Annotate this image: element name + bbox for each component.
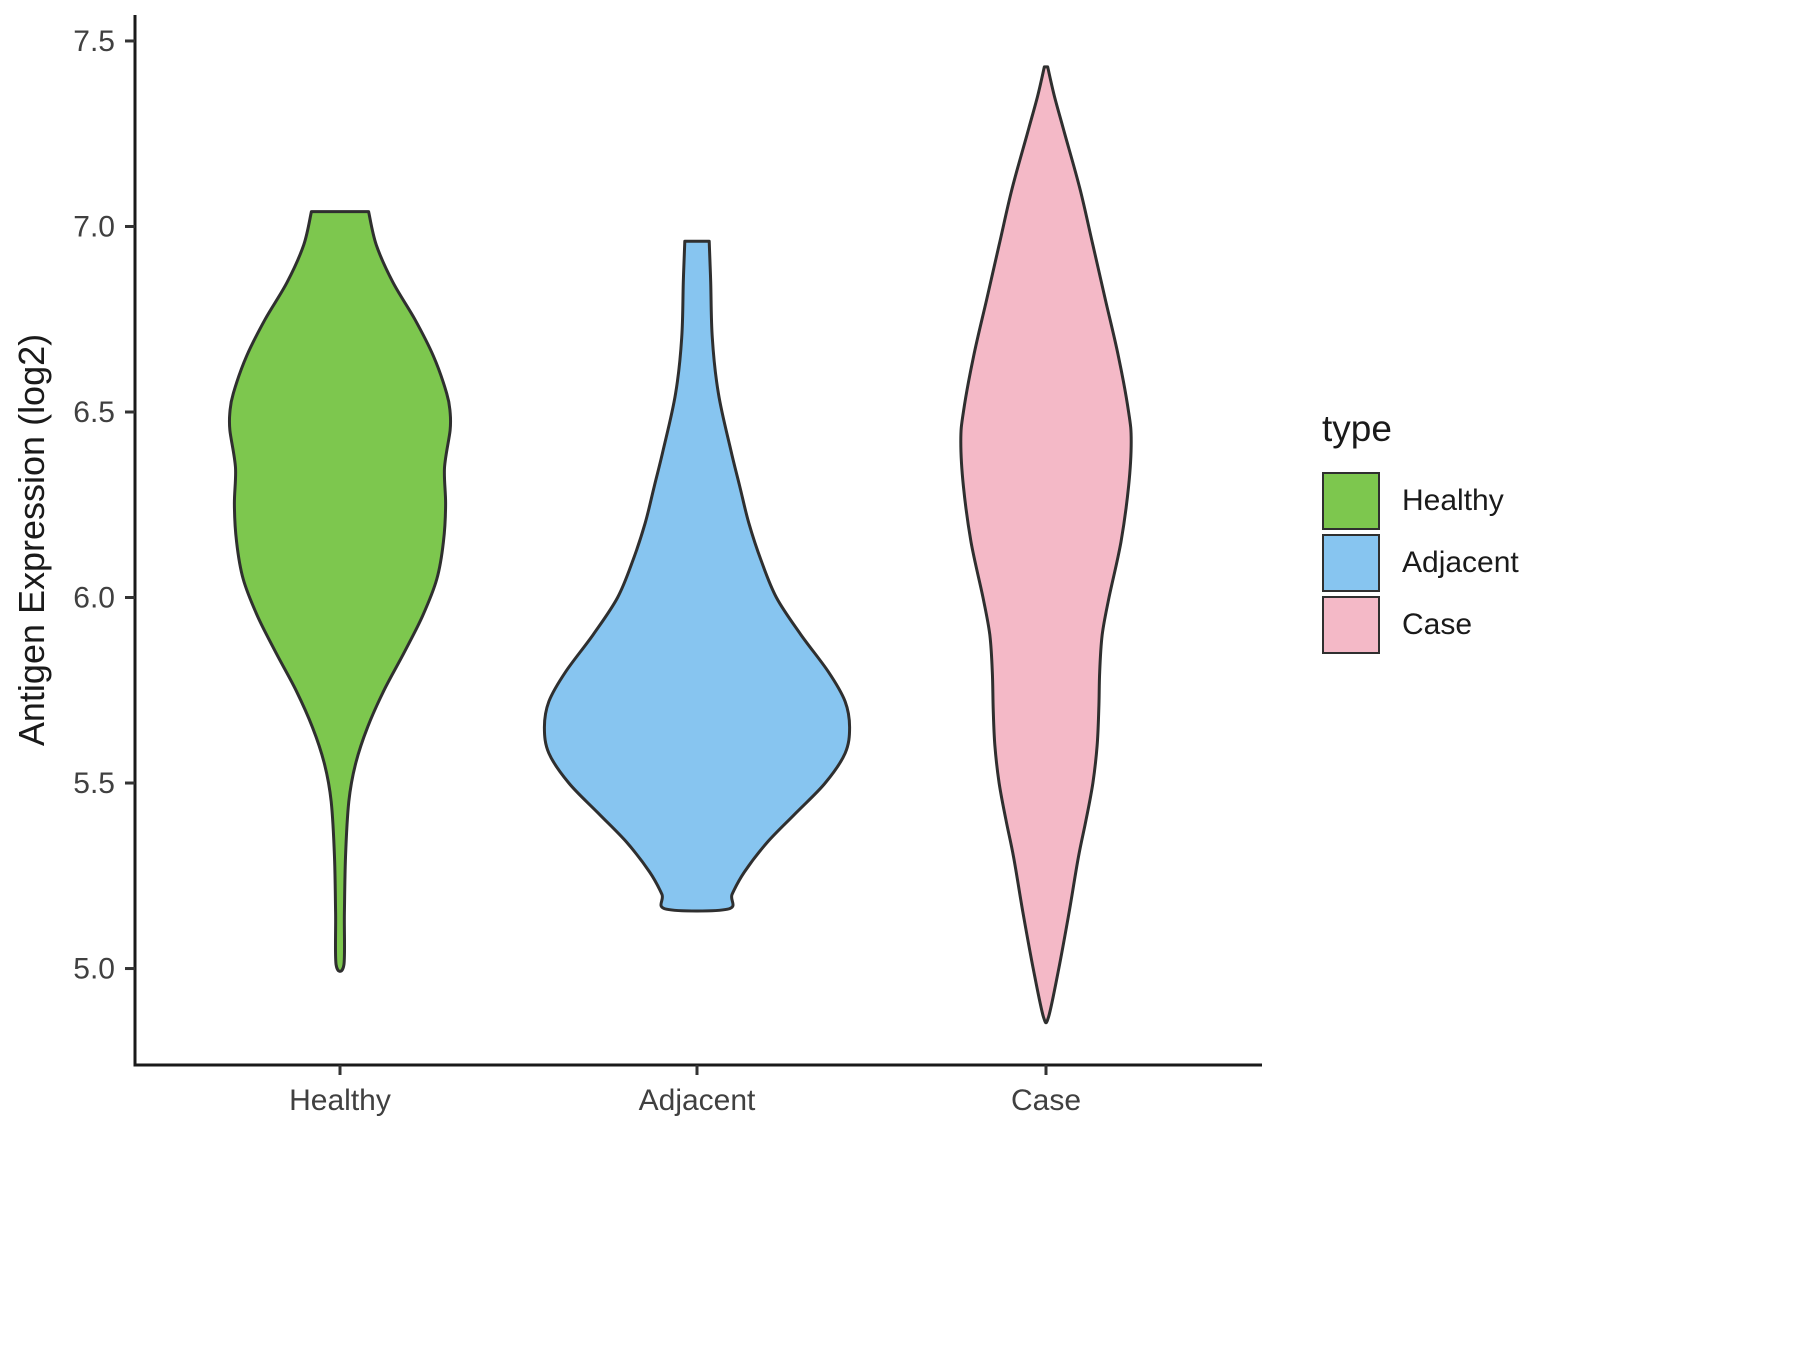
legend: type Healthy Adjacent Case bbox=[1322, 408, 1519, 658]
legend-swatch-adjacent bbox=[1322, 534, 1380, 592]
legend-item-case: Case bbox=[1322, 596, 1519, 654]
x-tick-label: Healthy bbox=[289, 1084, 391, 1117]
legend-title: type bbox=[1322, 408, 1392, 449]
legend-item-adjacent: Adjacent bbox=[1322, 534, 1519, 592]
y-tick-label: 7.0 bbox=[73, 210, 115, 243]
legend-label-case: Case bbox=[1402, 608, 1473, 641]
legend-swatch-case bbox=[1322, 596, 1380, 654]
y-tick-label: 6.0 bbox=[73, 582, 115, 615]
violin-case bbox=[959, 65, 1133, 1025]
legend-swatch-healthy bbox=[1322, 472, 1380, 530]
violin-adjacent bbox=[542, 239, 852, 913]
y-tick-label: 5.5 bbox=[73, 767, 115, 800]
legend-label-adjacent: Adjacent bbox=[1402, 546, 1519, 579]
y-axis-title: Antigen Expression (log2) bbox=[11, 334, 52, 746]
violin-healthy bbox=[227, 210, 453, 973]
y-tick-label: 7.5 bbox=[73, 25, 115, 58]
y-tick-label: 6.5 bbox=[73, 396, 115, 429]
x-tick-label: Adjacent bbox=[639, 1084, 756, 1117]
y-tick-label: 5.0 bbox=[73, 953, 115, 986]
x-tick-label: Case bbox=[1011, 1084, 1081, 1117]
legend-item-healthy: Healthy bbox=[1322, 472, 1519, 530]
legend-label-healthy: Healthy bbox=[1402, 484, 1504, 517]
